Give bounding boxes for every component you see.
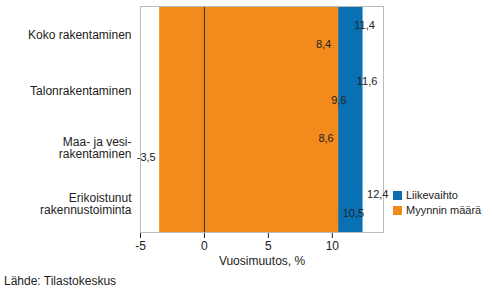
svg-text:Maa- ja vesi-rakentaminen: Maa- ja vesi-rakentaminen [59, 135, 132, 161]
svg-text:8,6: 8,6 [318, 132, 333, 144]
svg-text:8,4: 8,4 [316, 38, 331, 50]
svg-text:-5: -5 [135, 239, 146, 253]
html-text:Lähde: Tilastokeskus: Lähde: Tilastokeskus [4, 274, 117, 288]
svg-text:Koko rakentaminen: Koko rakentaminen [28, 28, 131, 42]
svg-text:10: 10 [326, 239, 340, 253]
html-text:Liikevaihto: Liikevaihto [406, 189, 458, 201]
svg-text:0: 0 [201, 239, 208, 253]
svg-text:5: 5 [265, 239, 272, 253]
svg-text:Talonrakentaminen: Talonrakentaminen [30, 84, 131, 98]
svg-text:Erikoistunutrakennustoiminta: Erikoistunutrakennustoiminta [40, 191, 132, 217]
svg-text:9,6: 9,6 [331, 94, 346, 106]
svg-text:12,4: 12,4 [367, 188, 388, 200]
svg-text:11,4: 11,4 [354, 19, 375, 31]
svg-text:10,5: 10,5 [343, 207, 364, 219]
svg-text:-3,5: -3,5 [137, 151, 156, 163]
html-text:Myynnin määrä: Myynnin määrä [406, 204, 482, 216]
svg-text:11,6: 11,6 [357, 75, 378, 87]
svg-text:Vuosimuutos, %: Vuosimuutos, % [219, 254, 306, 268]
